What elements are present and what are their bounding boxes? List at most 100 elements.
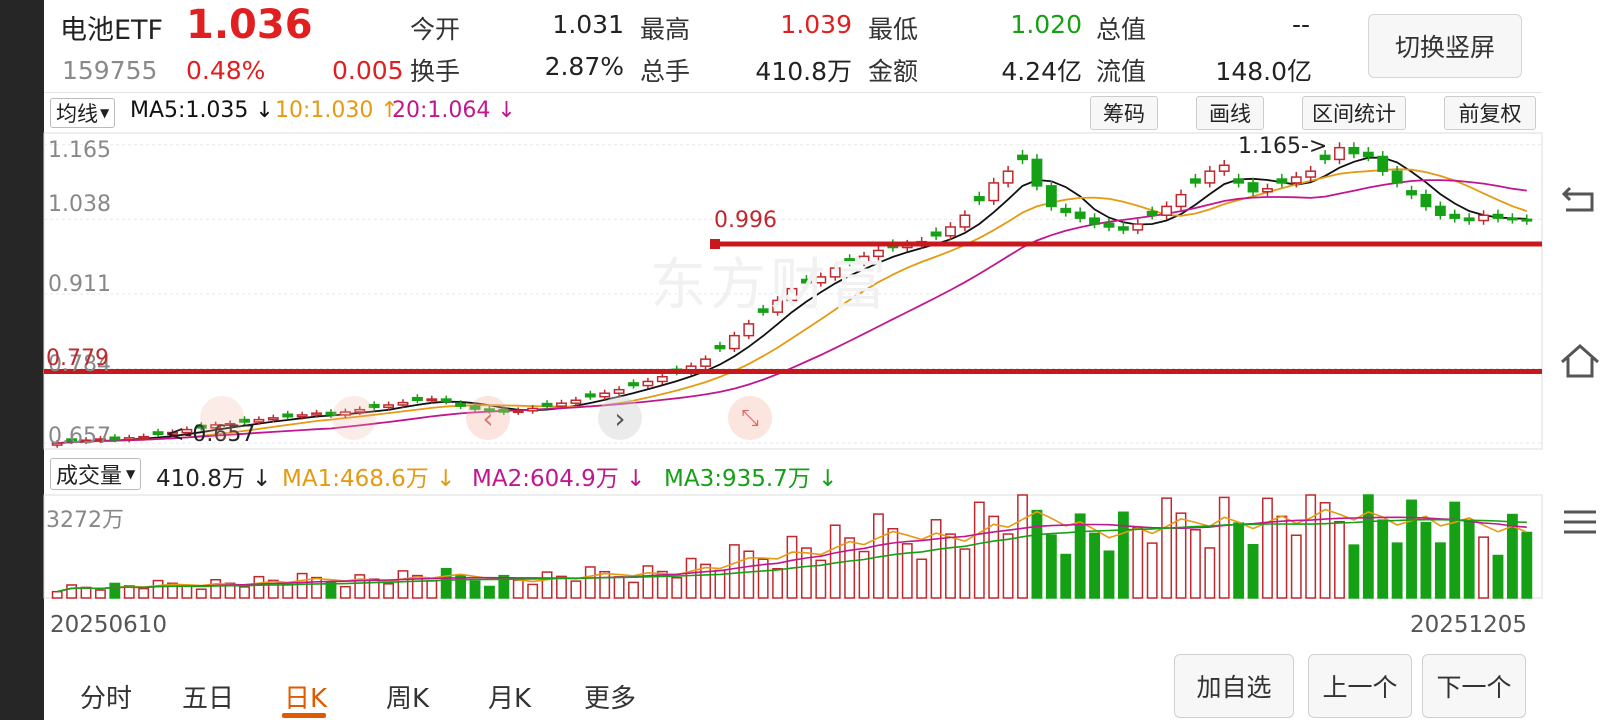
tab-five-day[interactable]: 五日 bbox=[182, 684, 235, 714]
candle-body bbox=[599, 392, 611, 398]
volume-value: 410.8万 bbox=[755, 57, 852, 86]
tab-more[interactable]: 更多 bbox=[584, 684, 637, 714]
candle-body bbox=[440, 398, 452, 403]
change-percent: 0.48% bbox=[186, 56, 266, 85]
float-value-label: 流值 bbox=[1096, 57, 1147, 86]
volume-bar bbox=[613, 576, 625, 599]
volume-bar bbox=[700, 563, 711, 599]
shrink-icon[interactable]: ⤡ bbox=[728, 396, 772, 440]
candle-body bbox=[512, 410, 524, 414]
volume-bar bbox=[498, 574, 510, 599]
candle-body bbox=[945, 226, 956, 237]
candle-body bbox=[1449, 213, 1461, 219]
volume-indicator-select[interactable]: 成交量 ▼ bbox=[50, 458, 142, 490]
scroll-left-icon[interactable]: ‹ bbox=[466, 396, 510, 440]
candle-body bbox=[1247, 182, 1259, 193]
tab-weekly-k[interactable]: 周K bbox=[386, 684, 430, 714]
axis-label-0784: 0.784 bbox=[48, 352, 111, 377]
candle-body bbox=[1377, 155, 1389, 172]
candle-body bbox=[1406, 190, 1417, 196]
last-price: 1.036 bbox=[186, 2, 313, 48]
candle-body bbox=[123, 437, 135, 441]
candle-body bbox=[556, 402, 567, 407]
scroll-right-icon[interactable]: › bbox=[598, 396, 642, 440]
high-value: 1.039 bbox=[780, 10, 852, 39]
add-watchlist-button[interactable]: 加自选 bbox=[1174, 654, 1294, 718]
zoom-in-icon[interactable] bbox=[200, 396, 244, 440]
volume-bar bbox=[584, 566, 596, 599]
low-label: 最低 bbox=[868, 15, 919, 44]
candle-body bbox=[1017, 154, 1028, 161]
next-button[interactable]: 下一个 bbox=[1422, 654, 1526, 718]
volume-bar bbox=[1060, 553, 1072, 599]
candle-body bbox=[685, 365, 697, 373]
volume-bar bbox=[930, 519, 942, 599]
volume-bar bbox=[656, 570, 668, 599]
volume-bar bbox=[1334, 520, 1345, 599]
open-label: 今开 bbox=[410, 15, 461, 44]
candle-body bbox=[1146, 210, 1158, 216]
tab-intraday[interactable]: 分时 bbox=[80, 684, 133, 714]
volume-bar bbox=[714, 569, 726, 599]
volume-label: 总手 bbox=[640, 57, 691, 86]
watermark: 东方财富 bbox=[650, 253, 890, 318]
turnover-label: 换手 bbox=[410, 57, 461, 86]
start-date: 20250610 bbox=[50, 612, 168, 638]
range-stats-button[interactable]: 区间统计 bbox=[1302, 96, 1406, 130]
previous-button[interactable]: 上一个 bbox=[1308, 654, 1412, 718]
total-value: -- bbox=[1291, 10, 1310, 39]
candle-body bbox=[1391, 170, 1403, 184]
candle-body bbox=[152, 431, 164, 436]
candle-body bbox=[1434, 205, 1446, 216]
volume-bar bbox=[916, 558, 928, 599]
volume-bar bbox=[484, 585, 495, 599]
chip-distribution-button[interactable]: 筹码 bbox=[1090, 96, 1158, 130]
candle-body bbox=[1161, 205, 1173, 216]
menu-icon[interactable] bbox=[1558, 500, 1602, 544]
level-996-label: 0.996 bbox=[714, 208, 777, 233]
candle-body bbox=[1262, 188, 1273, 193]
volume-bar bbox=[1463, 520, 1475, 599]
candle-body bbox=[1002, 170, 1014, 184]
volume-bar bbox=[152, 579, 164, 599]
candle-body bbox=[1362, 151, 1374, 158]
tab-daily-k[interactable]: 日K bbox=[284, 684, 328, 714]
candle-body bbox=[930, 231, 942, 237]
volume-bar bbox=[1305, 494, 1317, 599]
end-date: 20251205 bbox=[1410, 612, 1528, 638]
volume-bar bbox=[109, 582, 121, 599]
candle-body bbox=[1103, 222, 1115, 228]
candle-body bbox=[541, 402, 553, 407]
volume-bar bbox=[973, 501, 985, 599]
volume-bar bbox=[282, 583, 294, 599]
draw-line-button[interactable]: 画线 bbox=[1196, 96, 1264, 130]
back-icon[interactable] bbox=[1558, 178, 1602, 222]
volume-bar bbox=[1290, 534, 1302, 599]
volume-bar bbox=[1132, 526, 1144, 599]
ma-indicator-select[interactable]: 均线 ▼ bbox=[50, 98, 116, 128]
candle-body bbox=[1305, 170, 1317, 178]
candle-body bbox=[642, 380, 654, 387]
active-tab-indicator bbox=[282, 713, 326, 718]
low-marker: <-0.657 bbox=[166, 422, 256, 447]
candle-body bbox=[1478, 214, 1490, 222]
chevron-down-icon: ▼ bbox=[126, 467, 136, 481]
price-adjust-button[interactable]: 前复权 bbox=[1444, 96, 1536, 130]
candle-body bbox=[1060, 207, 1072, 214]
volume-bar bbox=[887, 527, 899, 599]
volume-ma2: MA2:604.9万 ↓ bbox=[472, 466, 646, 492]
volume-bar bbox=[1434, 542, 1446, 599]
zoom-out-icon[interactable] bbox=[332, 396, 376, 440]
volume-bar bbox=[512, 579, 524, 599]
volume-bar bbox=[80, 586, 92, 599]
candle-body bbox=[671, 368, 683, 373]
volume-bar bbox=[1117, 511, 1129, 599]
volume-bar bbox=[844, 537, 856, 599]
axis-label-1165: 1.165 bbox=[48, 138, 111, 163]
tab-monthly-k[interactable]: 月K bbox=[488, 684, 532, 714]
volume-bar bbox=[426, 580, 438, 599]
home-icon[interactable] bbox=[1558, 340, 1602, 384]
volume-bar bbox=[628, 581, 639, 599]
candle-body bbox=[282, 413, 294, 418]
switch-portrait-button[interactable]: 切换竖屏 bbox=[1368, 14, 1522, 78]
